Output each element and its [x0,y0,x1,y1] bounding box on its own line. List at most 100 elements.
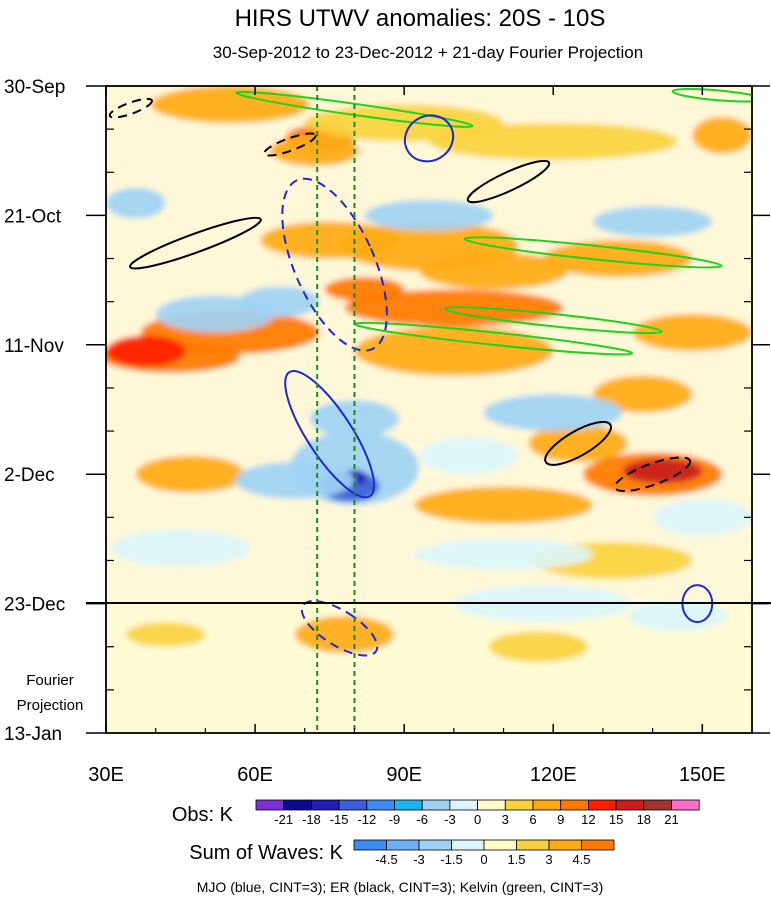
obs-swatch-11 [560,799,589,811]
y-tick-label-0: 30-Sep [4,77,65,98]
obs-level-13: 18 [637,812,651,827]
anomaly-patch-16 [106,335,186,367]
anomaly-patch-17 [260,221,400,259]
obs-level-6: -3 [444,812,456,827]
obs-swatch-1 [283,799,312,811]
anomaly-patch-28 [309,400,400,438]
anomaly-patch-14 [692,116,752,154]
anomaly-patch-30 [240,286,320,318]
obs-swatch-14 [643,799,672,811]
obs-level-0: -21 [274,812,293,827]
obs-swatch-7 [449,799,478,811]
y-tick-label-4: 23-Dec [4,595,65,616]
er-contour-4 [544,420,612,466]
y-tick-label-1: 21-Oct [4,206,62,227]
x-tick-label-2: 90E [386,764,422,786]
anomaly-patch-15 [135,455,246,493]
anomaly-patch-3 [269,135,360,167]
anomaly-patch-35 [106,187,166,219]
anomaly-field [106,86,752,733]
obs-level-14: 21 [664,812,678,827]
y-tick-label-5: 13-Jan [4,724,62,745]
obs-level-4: -9 [389,812,401,827]
anomaly-patch-39 [110,529,251,567]
anomaly-patch-33 [483,394,623,432]
obs-swatch-13 [615,799,645,811]
obs-swatch-0 [255,799,285,811]
anomaly-patch-36 [414,538,593,570]
obs-level-2: -15 [330,812,349,827]
projection-patch-2 [488,631,589,663]
waves-swatch-2 [418,839,452,851]
projection-patch-1 [125,622,206,647]
anomaly-patch-37 [652,498,752,536]
waves-level-6: 4.5 [572,852,590,867]
wave-contours-note: MJO (blue, CINT=3); ER (black, CINT=3); … [197,879,604,895]
projection-patch-0 [294,615,395,653]
obs-level-5: -6 [416,812,428,827]
obs-swatch-10 [532,799,562,811]
waves-colorbar-label: Sum of Waves: K [189,842,343,864]
chart-title: HIRS UTWV anomalies: 20S - 10S [235,5,606,32]
waves-swatch-7 [581,839,615,851]
x-tick-label-4: 150E [679,764,726,786]
waves-colorbar: -4.5 -3 -1.5 0 1.5 3 4.5 [353,839,615,867]
waves-swatch-1 [386,839,420,851]
y-axis: 30-Sep 21-Oct 11-Nov 2-Dec 23-Dec 13-Jan [4,77,770,745]
anomaly-patch-20 [429,122,678,160]
x-tick-label-1: 60E [237,764,273,786]
waves-level-5: 3 [545,852,552,867]
waves-swatch-3 [451,839,485,851]
kelvin-contour-4 [671,87,752,103]
obs-swatch-6 [421,799,451,811]
anomaly-patch-10 [528,424,628,462]
x-axis: 30E 60E 90E 120E 150E [88,86,726,786]
obs-swatch-15 [671,799,700,811]
obs-swatch-8 [477,799,506,811]
obs-swatch-4 [366,799,395,811]
kelvin-contour-1 [463,236,723,269]
projection-patch-3 [627,600,728,632]
waves-swatch-4 [483,839,517,851]
er-contour-3 [466,159,551,204]
chart-subtitle: 30-Sep-2012 to 23-Dec-2012 + 21-day Four… [213,43,643,62]
y-tick-label-3: 2-Dec [4,465,55,486]
obs-level-10: 9 [557,812,564,827]
y-tick-label-2: 11-Nov [4,336,64,357]
obs-swatch-5 [394,799,423,811]
anomaly-patch-13 [622,458,703,484]
anomaly-patch-18 [150,86,310,123]
anomaly-patch-11 [414,486,593,524]
anomaly-patch-8 [632,313,752,351]
anomaly-patch-23 [324,277,405,302]
waves-level-4: 1.5 [507,852,525,867]
mjo-contour-0 [403,114,455,163]
projection-label-line1: Fourier [26,672,74,689]
obs-level-9: 6 [529,812,536,827]
kelvin-contour-2 [443,306,663,335]
anomaly-patch-7 [543,240,693,278]
mjo-contour-1 [281,177,388,352]
obs-colorbar-label: Obs: K [172,804,234,826]
x-tick-label-0: 30E [88,764,124,786]
obs-level-7: 0 [474,812,481,827]
obs-level-3: -12 [357,812,376,827]
obs-swatch-3 [338,799,368,811]
plot-area [106,86,752,733]
anomaly-patch-9 [592,375,693,413]
waves-level-0: -4.5 [375,852,397,867]
obs-level-12: 15 [609,812,623,827]
er-contour-1 [263,132,317,157]
anomaly-patch-6 [354,326,554,376]
waves-level-3: 0 [480,852,487,867]
er-contour-5 [614,456,692,492]
waves-swatch-5 [516,839,550,851]
obs-level-11: 12 [581,812,595,827]
obs-level-8: 3 [502,812,509,827]
anomaly-patch-31 [364,199,494,231]
anomaly-patch-34 [419,437,519,475]
anomaly-patch-5 [419,252,569,290]
waves-level-1: -3 [413,852,425,867]
